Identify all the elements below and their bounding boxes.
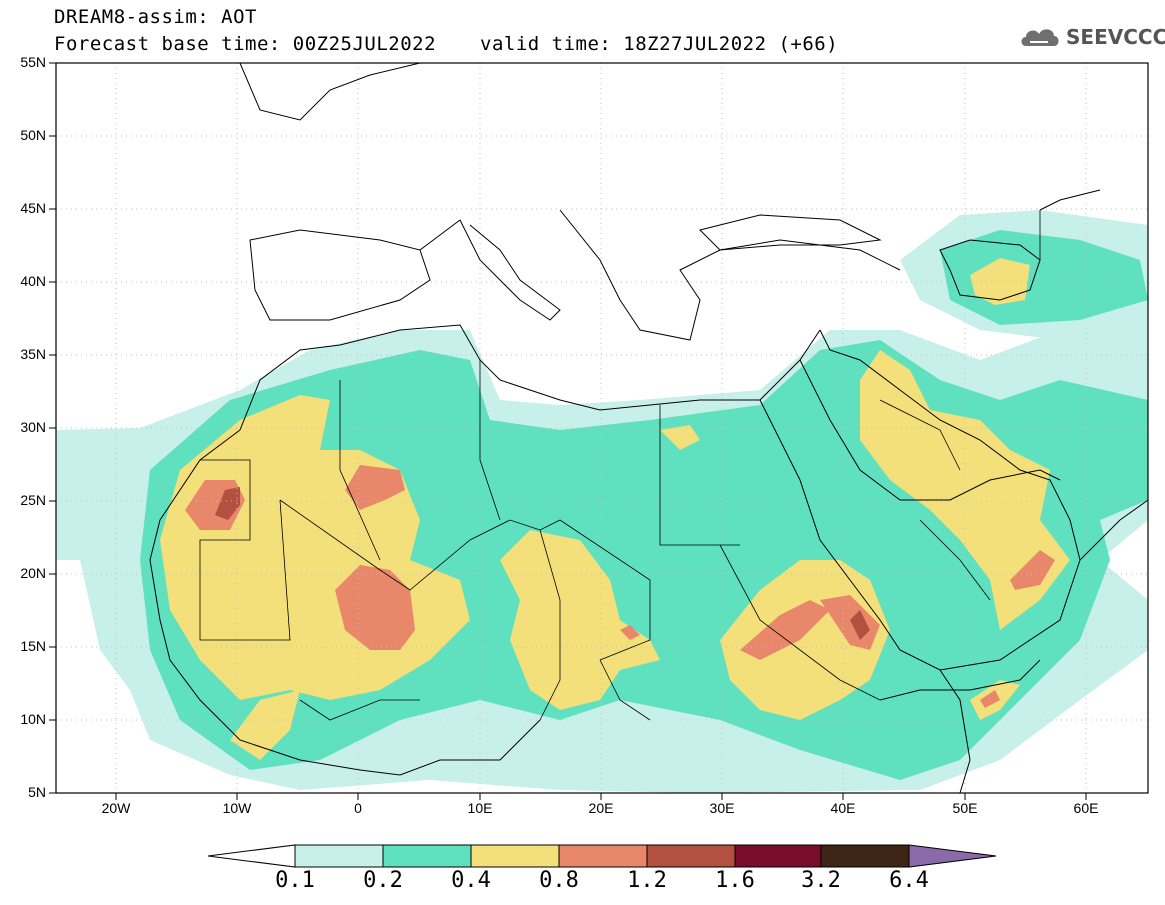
forecast-base-time: Forecast base time: 00Z25JUL2022 <box>54 33 437 55</box>
lat-label: 25N <box>20 492 46 508</box>
colorbar-box-7 <box>820 844 910 868</box>
lon-label: 20W <box>101 800 131 816</box>
lat-label: 30N <box>20 419 46 435</box>
colorbar-box-5 <box>646 844 736 868</box>
colorbar-label: 1.6 <box>715 868 755 893</box>
colorbar-label: 0.1 <box>275 868 315 893</box>
coastlines <box>149 62 1149 794</box>
valid-time: valid time: 18Z27JUL2022 (+66) <box>480 33 839 55</box>
colorbar-box-1 <box>294 844 384 868</box>
cloud-icon <box>1021 29 1059 46</box>
colorbar <box>207 844 997 868</box>
logo-text: SEEVCCC <box>1066 25 1165 49</box>
lon-label: 0 <box>354 800 362 816</box>
colorbar-under-triangle <box>207 844 296 868</box>
axis-ticks <box>49 62 1087 800</box>
lat-label: 40N <box>20 273 46 289</box>
lat-label: 15N <box>20 638 46 654</box>
lon-label: 10E <box>467 800 493 816</box>
lon-label: 60E <box>1073 800 1099 816</box>
colorbar-label: 3.2 <box>801 868 841 893</box>
seevccc-logo: SEEVCCC <box>1018 22 1165 52</box>
colorbar-label: 6.4 <box>889 868 929 893</box>
colorbar-box-6 <box>734 844 822 868</box>
lon-label: 10W <box>222 800 252 816</box>
lat-label: 45N <box>20 200 46 216</box>
lat-label: 35N <box>20 346 46 362</box>
lon-label: 40E <box>830 800 856 816</box>
colorbar-box-2 <box>382 844 472 868</box>
colorbar-label: 0.2 <box>363 868 403 893</box>
colorbar-label: 0.4 <box>451 868 491 893</box>
colorbar-label: 1.2 <box>627 868 667 893</box>
lat-label: 10N <box>20 711 46 727</box>
lat-label: 5N <box>28 784 46 800</box>
map-title: DREAM8-assim: AOT <box>54 6 257 28</box>
lat-label: 55N <box>20 54 46 70</box>
borders <box>199 210 1041 721</box>
lon-label: 30E <box>709 800 735 816</box>
lat-label: 50N <box>20 127 46 143</box>
lat-label: 20N <box>20 565 46 581</box>
lon-label: 20E <box>588 800 614 816</box>
colorbar-box-3 <box>470 844 560 868</box>
lon-label: 50E <box>952 800 978 816</box>
colorbar-over-triangle <box>908 844 997 868</box>
colorbar-label: 0.8 <box>539 868 579 893</box>
colorbar-box-4 <box>558 844 648 868</box>
